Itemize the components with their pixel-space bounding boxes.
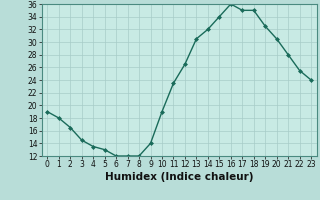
- X-axis label: Humidex (Indice chaleur): Humidex (Indice chaleur): [105, 172, 253, 182]
